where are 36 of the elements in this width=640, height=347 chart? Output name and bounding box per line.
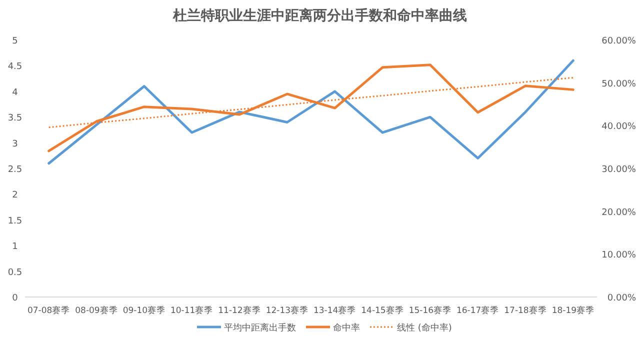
x-tick-label: 18-19赛季 [552, 305, 595, 316]
y2-tick-label: 40.00% [602, 122, 636, 132]
x-tick-label: 14-15赛季 [361, 305, 404, 316]
x-tick-label: 17-18赛季 [504, 305, 547, 316]
y2-tick-label: 50.00% [602, 79, 636, 90]
y-tick-label: 3 [12, 139, 18, 150]
y2-tick-label: 10.00% [602, 250, 636, 261]
y-tick-label: 3.5 [8, 114, 22, 124]
x-tick-label: 12-13赛季 [266, 305, 309, 316]
x-tick-label: 09-10赛季 [122, 305, 166, 316]
y-tick-label: 1.5 [8, 216, 22, 226]
y-tick-label: 0 [12, 294, 18, 304]
y-tick-label: 5 [12, 36, 18, 46]
x-tick-label: 07-08赛季 [27, 305, 70, 316]
legend-label: 线性 (命中率) [397, 322, 452, 334]
y2-tick-label: 0.00% [607, 294, 636, 304]
x-tick-label: 08-09赛季 [75, 305, 118, 316]
legend-label: 命中率 [333, 322, 360, 334]
x-tick-label: 13-14赛季 [313, 305, 356, 316]
y-tick-label: 1 [12, 242, 18, 252]
y2-tick-label: 30.00% [602, 165, 636, 175]
y-tick-label: 4 [12, 88, 18, 98]
legend-label: 平均中距离出手数 [224, 322, 296, 334]
y-tick-label: 2 [12, 190, 18, 201]
y-tick-label: 2.5 [8, 165, 22, 175]
line-series [48, 59, 574, 165]
y2-tick-label: 60.00% [602, 36, 636, 46]
x-tick-label: 15-16赛季 [408, 305, 452, 316]
x-tick-label: 10-11赛季 [170, 305, 214, 316]
y-tick-label: 4.5 [8, 62, 22, 72]
chart-title: 杜兰特职业生涯中距离两分出手数和命中率曲线 [172, 7, 467, 24]
y-tick-label: 0.5 [8, 268, 22, 278]
line-series [48, 64, 574, 152]
y2-tick-label: 20.00% [602, 208, 636, 218]
x-tick-label: 16-17赛季 [456, 305, 500, 316]
x-tick-label: 11-12赛季 [218, 305, 261, 316]
